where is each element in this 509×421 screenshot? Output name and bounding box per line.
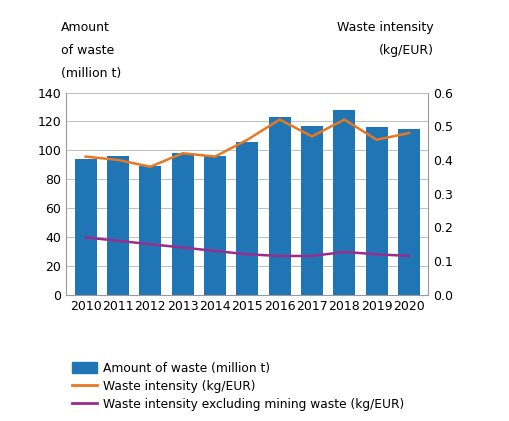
Bar bbox=[365, 127, 387, 295]
Text: Waste intensity: Waste intensity bbox=[336, 21, 433, 34]
Bar bbox=[139, 166, 161, 295]
Waste intensity excluding mining waste (kg/EUR) bbox=[341, 249, 347, 254]
Waste intensity (kg/EUR) bbox=[212, 154, 218, 159]
Bar bbox=[74, 159, 97, 295]
Text: (million t): (million t) bbox=[61, 67, 121, 80]
Waste intensity (kg/EUR) bbox=[244, 137, 250, 142]
Waste intensity (kg/EUR) bbox=[373, 137, 379, 142]
Waste intensity (kg/EUR) bbox=[308, 134, 315, 139]
Legend: Amount of waste (million t), Waste intensity (kg/EUR), Waste intensity excluding: Amount of waste (million t), Waste inten… bbox=[72, 362, 404, 410]
Bar bbox=[172, 153, 193, 295]
Bar bbox=[300, 126, 322, 295]
Text: (kg/EUR): (kg/EUR) bbox=[378, 44, 433, 57]
Text: Amount: Amount bbox=[61, 21, 110, 34]
Waste intensity (kg/EUR) bbox=[276, 117, 282, 122]
Waste intensity excluding mining waste (kg/EUR) bbox=[212, 248, 218, 253]
Waste intensity excluding mining waste (kg/EUR) bbox=[308, 253, 315, 258]
Waste intensity (kg/EUR) bbox=[115, 157, 121, 163]
Waste intensity excluding mining waste (kg/EUR) bbox=[115, 238, 121, 243]
Waste intensity (kg/EUR) bbox=[147, 164, 153, 169]
Line: Waste intensity (kg/EUR): Waste intensity (kg/EUR) bbox=[86, 120, 408, 167]
Bar bbox=[333, 110, 355, 295]
Bar bbox=[236, 142, 258, 295]
Waste intensity excluding mining waste (kg/EUR) bbox=[405, 253, 411, 258]
Bar bbox=[268, 117, 290, 295]
Waste intensity excluding mining waste (kg/EUR) bbox=[276, 253, 282, 258]
Line: Waste intensity excluding mining waste (kg/EUR): Waste intensity excluding mining waste (… bbox=[86, 237, 408, 256]
Waste intensity excluding mining waste (kg/EUR) bbox=[373, 252, 379, 257]
Waste intensity excluding mining waste (kg/EUR) bbox=[147, 242, 153, 247]
Waste intensity excluding mining waste (kg/EUR) bbox=[179, 245, 185, 250]
Waste intensity (kg/EUR) bbox=[179, 151, 185, 156]
Waste intensity (kg/EUR) bbox=[341, 117, 347, 122]
Bar bbox=[107, 156, 129, 295]
Bar bbox=[397, 129, 419, 295]
Waste intensity (kg/EUR) bbox=[82, 154, 89, 159]
Waste intensity excluding mining waste (kg/EUR) bbox=[82, 235, 89, 240]
Waste intensity (kg/EUR) bbox=[405, 131, 411, 136]
Waste intensity excluding mining waste (kg/EUR) bbox=[244, 252, 250, 257]
Bar bbox=[204, 156, 225, 295]
Text: of waste: of waste bbox=[61, 44, 114, 57]
